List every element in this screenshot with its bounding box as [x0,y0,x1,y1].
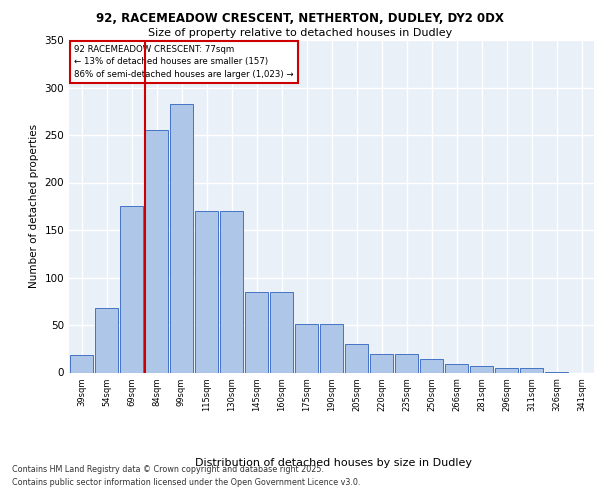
Bar [70,356,93,372]
Bar [195,211,218,372]
Bar [120,206,143,372]
Bar [495,368,518,372]
Text: Distribution of detached houses by size in Dudley: Distribution of detached houses by size … [194,458,472,468]
Bar [320,324,343,372]
Text: Contains HM Land Registry data © Crown copyright and database right 2025.: Contains HM Land Registry data © Crown c… [12,466,324,474]
Bar [220,211,243,372]
Text: Contains public sector information licensed under the Open Government Licence v3: Contains public sector information licen… [12,478,361,487]
Text: Size of property relative to detached houses in Dudley: Size of property relative to detached ho… [148,28,452,38]
Bar [395,354,418,372]
Bar [245,292,268,372]
Bar [445,364,468,372]
Text: 92, RACEMEADOW CRESCENT, NETHERTON, DUDLEY, DY2 0DX: 92, RACEMEADOW CRESCENT, NETHERTON, DUDL… [96,12,504,26]
Bar [470,366,493,372]
Bar [370,354,393,372]
Bar [420,359,443,372]
Bar [95,308,118,372]
Bar [520,368,543,372]
Bar [145,130,168,372]
Bar [295,324,318,372]
Bar [270,292,293,372]
Bar [170,104,193,372]
Text: 92 RACEMEADOW CRESCENT: 77sqm
← 13% of detached houses are smaller (157)
86% of : 92 RACEMEADOW CRESCENT: 77sqm ← 13% of d… [74,45,294,79]
Y-axis label: Number of detached properties: Number of detached properties [29,124,39,288]
Bar [345,344,368,372]
